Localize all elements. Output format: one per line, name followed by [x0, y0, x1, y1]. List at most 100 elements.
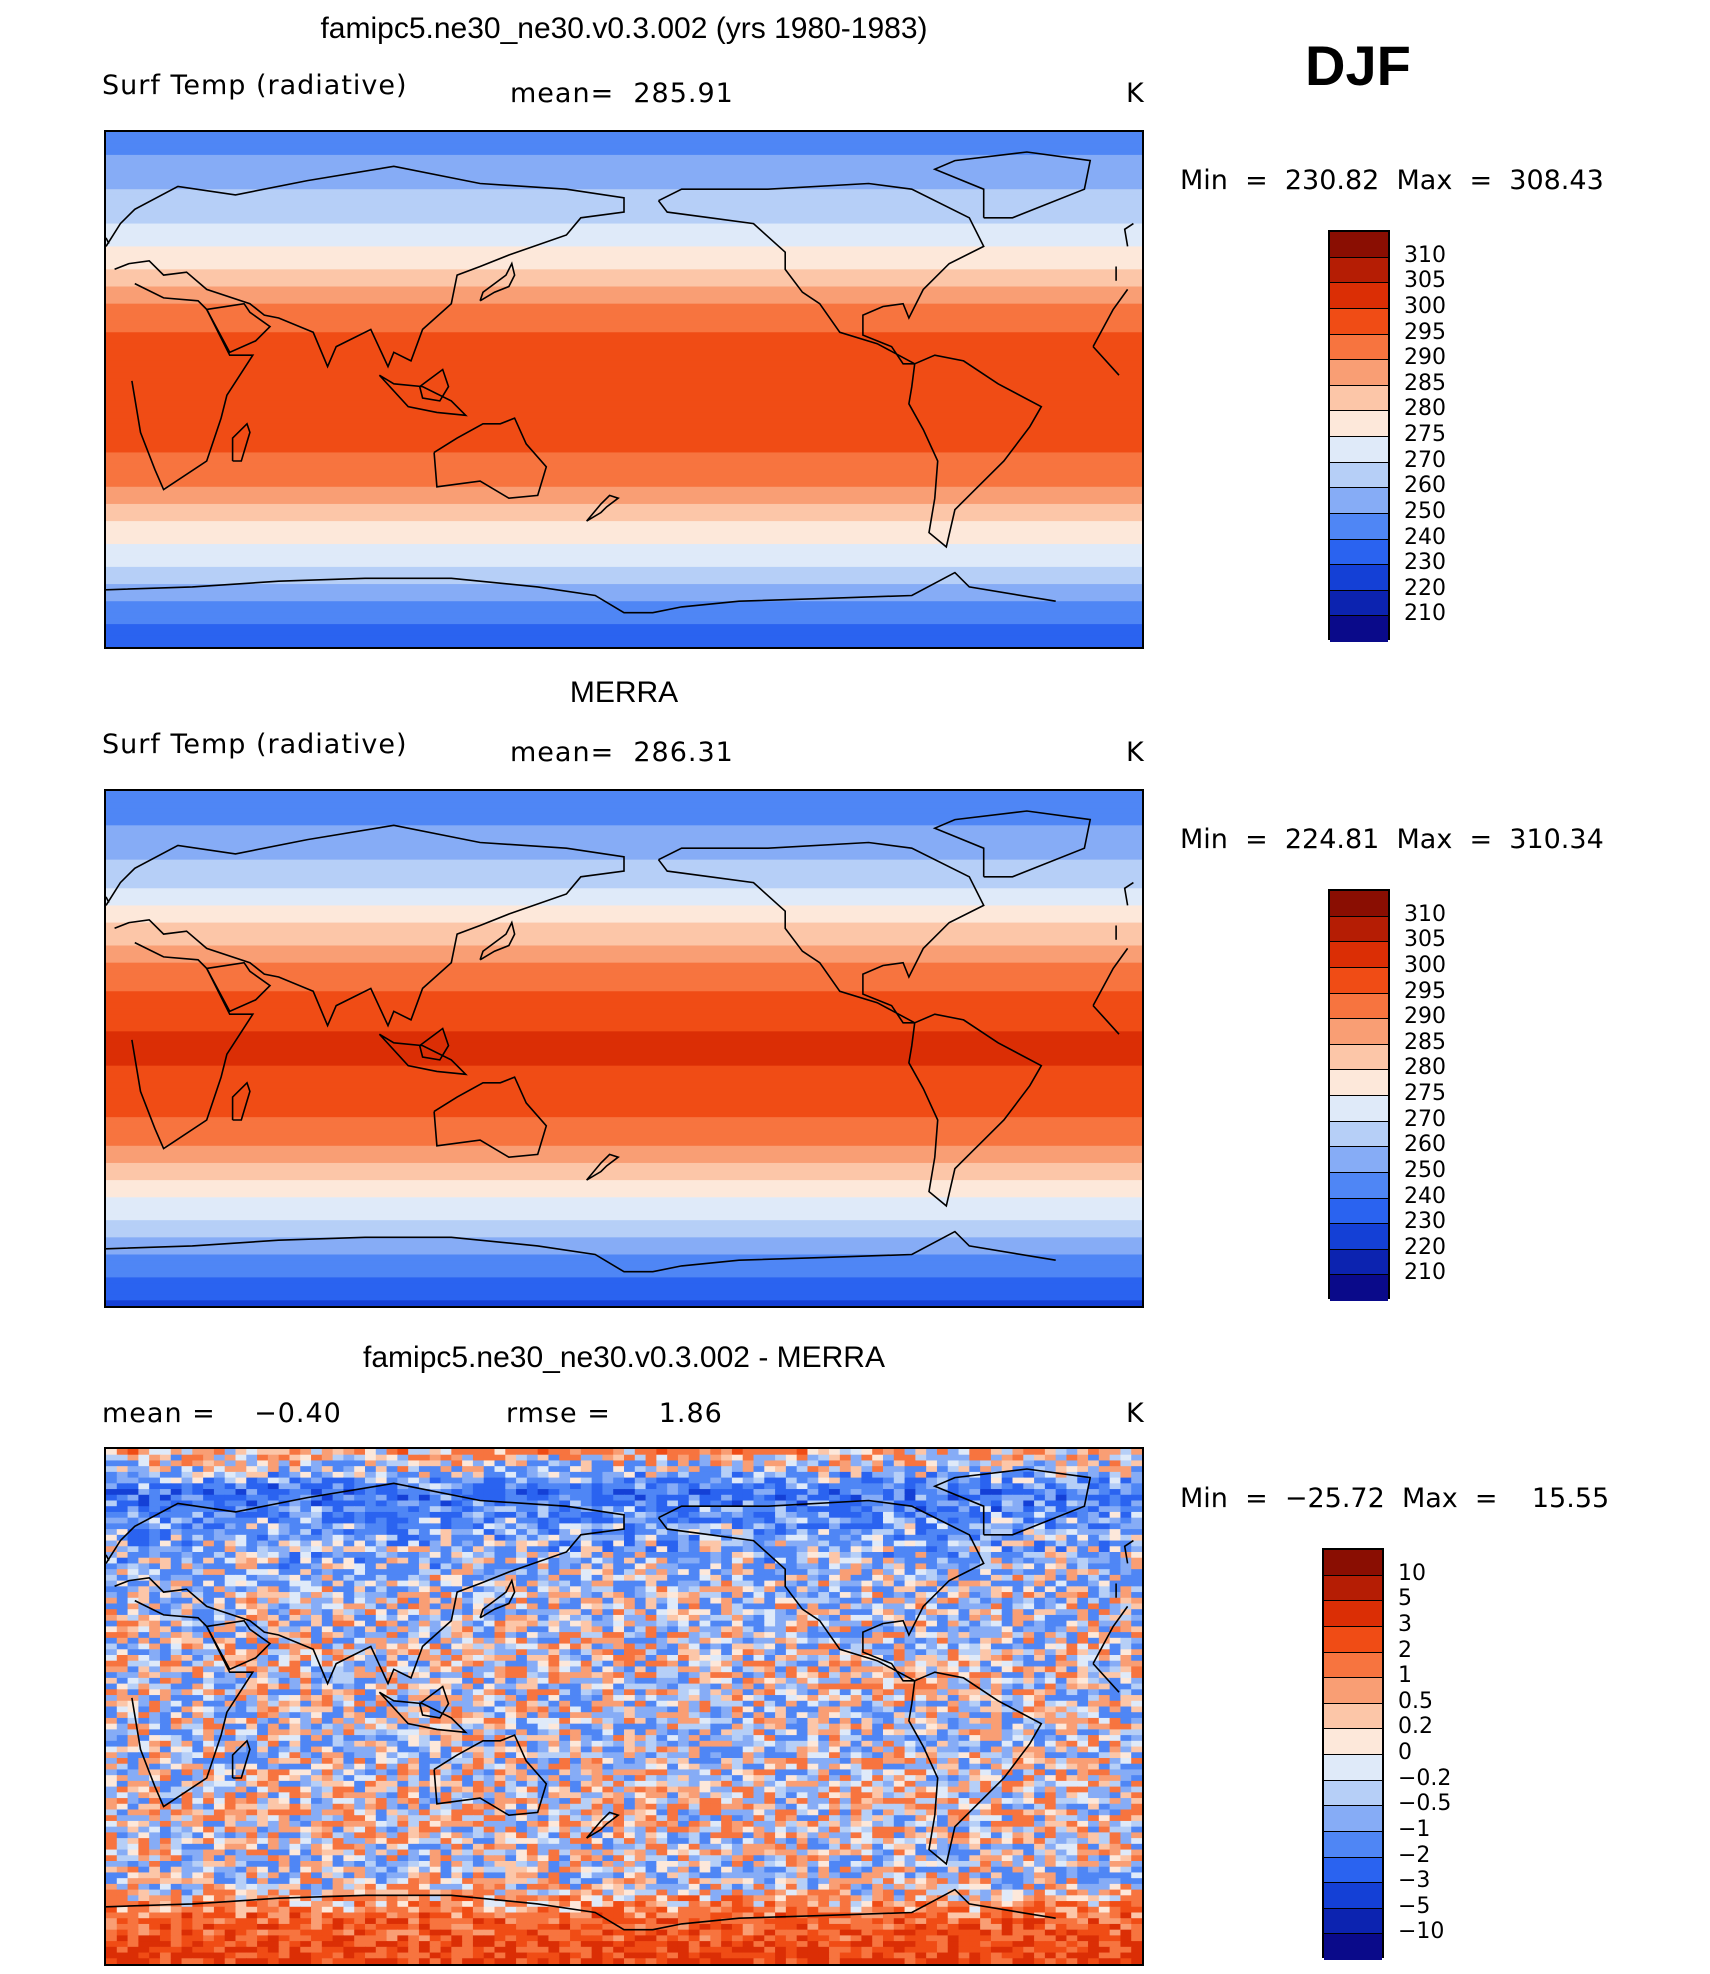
- map-cell: [1131, 1689, 1142, 1696]
- map-cell: [990, 1666, 1003, 1673]
- map-cell: [1044, 1614, 1057, 1622]
- map-cell: [203, 1540, 215, 1547]
- map-cell: [904, 1471, 916, 1479]
- map-cell: [1088, 1506, 1100, 1513]
- map-cell: [591, 1683, 604, 1690]
- map-cell: [127, 1517, 139, 1524]
- map-cell: [753, 1632, 765, 1639]
- map-cell: [418, 1449, 431, 1456]
- map-cell: [365, 1609, 377, 1616]
- map-cell: [699, 1511, 711, 1519]
- map-cell: [904, 1529, 916, 1536]
- map-cell: [904, 1632, 916, 1639]
- map-cell: [106, 1208, 1142, 1216]
- map-cell: [883, 1563, 895, 1570]
- map-cell: [386, 1574, 398, 1582]
- map-cell: [235, 1620, 247, 1627]
- map-cell: [138, 1552, 150, 1559]
- map-cell: [116, 1500, 129, 1507]
- map-cell: [429, 1620, 442, 1627]
- map-cell: [203, 1471, 215, 1479]
- coastline-s_america: [908, 1013, 1043, 1208]
- map-cell: [289, 1620, 301, 1627]
- map-cell: [159, 1511, 172, 1519]
- map-cell: [429, 1677, 442, 1685]
- map-cell: [1055, 1597, 1068, 1605]
- map-cell: [775, 1534, 787, 1542]
- map-cell: [656, 1552, 668, 1559]
- map-cell: [872, 1592, 884, 1599]
- map-cell: [634, 1506, 647, 1513]
- map-cell: [246, 1666, 258, 1673]
- map-cell: [1044, 1586, 1057, 1593]
- map-cell: [872, 1586, 884, 1593]
- map-cell: [537, 1454, 550, 1462]
- map-cell: [591, 1603, 604, 1610]
- map-cell: [321, 1494, 334, 1502]
- map-cell: [1098, 1626, 1111, 1633]
- map-cell: [785, 1506, 798, 1513]
- map-cell: [440, 1529, 452, 1536]
- map-cell: [861, 1603, 873, 1610]
- map-cell: [354, 1489, 366, 1496]
- map-cell: [224, 1660, 237, 1668]
- map-cell: [332, 1552, 345, 1559]
- map-cell: [354, 1557, 366, 1565]
- map-cell: [354, 1552, 366, 1559]
- map-cell: [829, 1614, 841, 1622]
- colorbar-swatch: [1330, 360, 1388, 386]
- map-cell: [1098, 1597, 1111, 1605]
- map-cell: [667, 1620, 679, 1627]
- map-cell: [1044, 1723, 1057, 1730]
- map-cell: [602, 1649, 614, 1656]
- map-cell: [483, 1517, 496, 1524]
- map-cell: [591, 1643, 604, 1650]
- map-cell: [570, 1592, 582, 1599]
- map-cell: [904, 1483, 916, 1490]
- map-cell: [958, 1614, 970, 1622]
- map-cell: [462, 1500, 474, 1507]
- map-cell: [656, 1586, 668, 1593]
- map-cell: [990, 1483, 1003, 1490]
- map-cell: [570, 1626, 582, 1633]
- map-cell: [1034, 1586, 1046, 1593]
- map-cell: [203, 1689, 215, 1696]
- map-cell: [656, 1649, 668, 1656]
- map-cell: [516, 1580, 528, 1587]
- map-cell: [1077, 1517, 1089, 1524]
- map-cell: [106, 326, 1142, 333]
- map-cell: [969, 1540, 981, 1547]
- map-cell: [397, 1723, 409, 1730]
- map-cell: [947, 1700, 960, 1708]
- map-cell: [764, 1523, 776, 1530]
- map-cell: [343, 1449, 355, 1456]
- map-cell: [170, 1649, 183, 1656]
- map-cell: [936, 1695, 949, 1702]
- map-cell: [289, 1483, 301, 1490]
- map-cell: [1077, 1620, 1089, 1627]
- map-cell: [1109, 1712, 1122, 1719]
- map-cell: [990, 1574, 1003, 1582]
- map-cell: [418, 1477, 431, 1484]
- map-cell: [408, 1534, 420, 1542]
- map-cell: [116, 1660, 129, 1668]
- map-cell: [289, 1655, 301, 1662]
- map-cell: [429, 1529, 442, 1536]
- map-cell: [213, 1534, 226, 1542]
- map-cell: [1055, 1637, 1068, 1645]
- map-cell: [1088, 1517, 1100, 1524]
- map-cell: [926, 1672, 938, 1679]
- map-cell: [915, 1489, 927, 1496]
- map-cell: [472, 1689, 485, 1696]
- map-cell: [548, 1695, 560, 1702]
- map-cell: [300, 1677, 312, 1685]
- map-cell: [505, 1471, 517, 1479]
- map-cell: [721, 1460, 733, 1467]
- map-cell: [1088, 1723, 1100, 1730]
- map-cell: [969, 1449, 981, 1456]
- colorbar-swatch: [1330, 232, 1388, 258]
- map-cell: [375, 1500, 388, 1507]
- map-cell: [602, 1552, 614, 1559]
- map-cell: [1120, 1683, 1132, 1690]
- map-cell: [699, 1603, 711, 1610]
